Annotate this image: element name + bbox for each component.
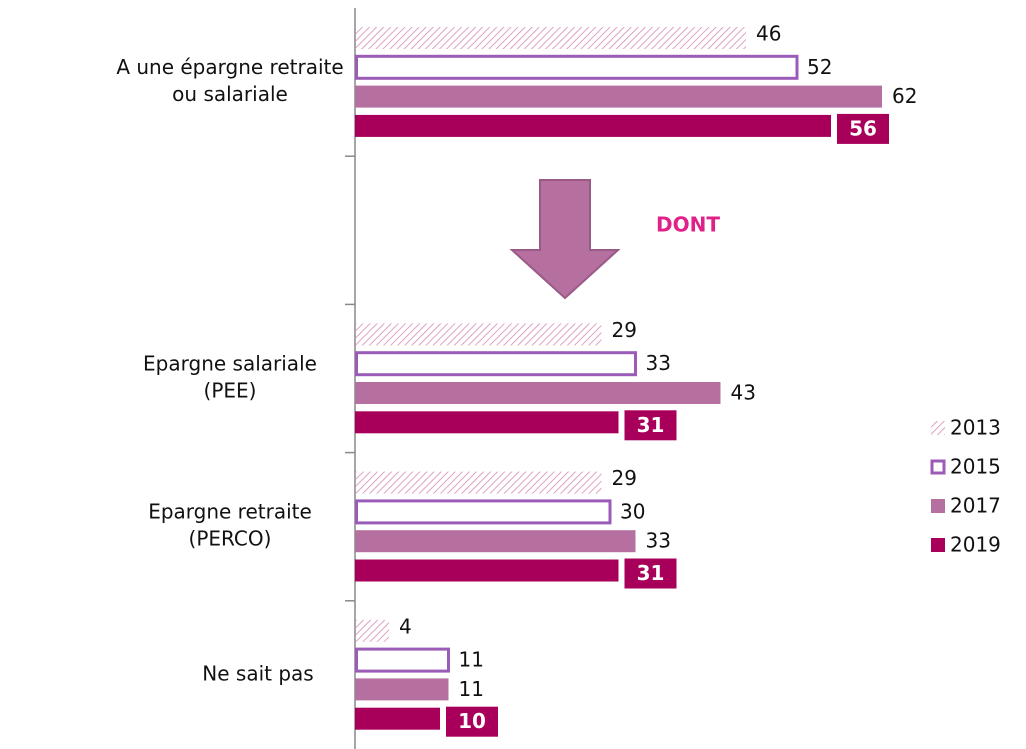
legend-label: 2019 [950,533,1001,557]
arrow [509,179,621,300]
label-box [624,558,677,589]
bar [355,647,450,673]
value-label: 29 [612,318,637,342]
value-label: 30 [620,499,645,523]
legend-label: 2017 [950,494,1001,518]
value-label: 4 [399,614,412,638]
value-label: 56 [849,116,877,140]
legend-swatch [931,538,945,552]
bar [355,471,602,494]
value-label: 62 [892,84,917,108]
value-label: 43 [731,381,756,405]
value-label: 31 [637,561,665,585]
category-label: (PEE) [204,378,257,402]
value-label: 31 [637,413,665,437]
bar [355,54,799,80]
legend-label: 2015 [950,455,1001,479]
bar [355,499,612,525]
value-label: 29 [612,466,637,490]
category-label: A une épargne retraite [116,55,343,79]
bar [355,530,636,553]
legend-swatch [931,421,945,435]
category-label: Epargne salariale [143,351,317,375]
category-label: ou salariale [172,82,288,106]
category-label: Ne sait pas [202,661,313,685]
bar [355,411,619,434]
bar [355,27,746,49]
bar [355,85,882,108]
bar [355,323,602,346]
category-label: Epargne retraite [148,500,312,524]
legend-swatch [931,499,945,513]
label-box [446,706,498,737]
value-label: 33 [646,529,671,553]
bar [355,382,721,404]
legend-label: 2013 [950,416,1001,440]
bar [355,559,619,582]
value-label: 11 [459,677,484,701]
value-label: 33 [646,351,671,375]
value-label: 11 [459,648,484,672]
category-label: (PERCO) [189,527,272,551]
label-box [624,410,677,441]
bar [355,707,440,730]
value-label: 52 [807,55,832,79]
value-label: 10 [458,709,486,733]
bar [355,351,637,377]
legend-swatch [930,459,946,475]
bar [355,619,389,642]
annotation: DONT [656,213,720,237]
bar [355,114,831,137]
label-box [837,113,889,144]
value-label: 46 [756,22,781,46]
bar [355,678,449,701]
